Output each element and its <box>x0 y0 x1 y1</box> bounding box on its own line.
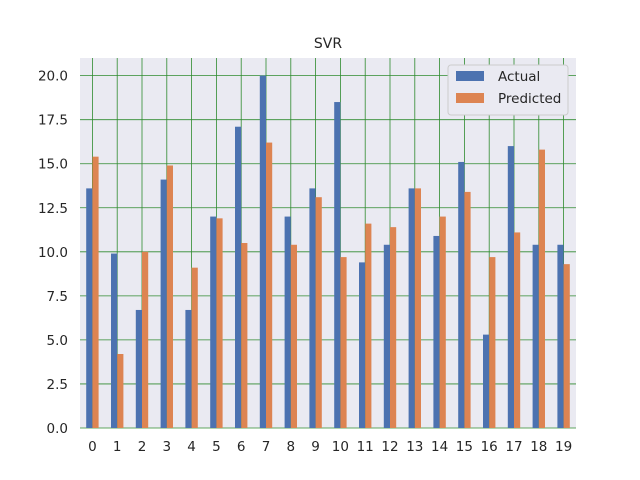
legend-swatch-actual <box>456 71 484 81</box>
bar-actual-12 <box>383 244 390 428</box>
bar-actual-11 <box>359 262 366 428</box>
x-tick-label: 1 <box>113 439 122 455</box>
bar-predicted-7 <box>266 142 273 429</box>
bar-predicted-12 <box>390 227 397 428</box>
bar-actual-2 <box>135 309 142 428</box>
x-tick-label: 7 <box>262 439 271 455</box>
bar-actual-7 <box>259 75 266 428</box>
legend: Actual Predicted <box>447 64 569 116</box>
x-tick-label: 8 <box>287 439 296 455</box>
y-tick-label: 7.5 <box>47 289 68 305</box>
bar-predicted-19 <box>563 264 570 428</box>
bar-actual-3 <box>160 179 167 428</box>
bar-actual-10 <box>334 102 341 429</box>
bar-actual-4 <box>185 309 192 428</box>
bar-actual-15 <box>458 161 465 428</box>
y-tick-label: 17.5 <box>38 113 68 129</box>
chart-title: SVR <box>314 36 342 52</box>
x-tick-label: 10 <box>332 439 349 455</box>
legend-swatch-predicted <box>456 93 484 103</box>
bar-actual-8 <box>284 216 291 428</box>
legend-label-predicted: Predicted <box>498 91 561 107</box>
bar-predicted-4 <box>191 267 198 428</box>
x-tick-label: 13 <box>406 439 423 455</box>
bar-predicted-1 <box>117 354 124 428</box>
legend-label-actual: Actual <box>498 69 540 85</box>
bar-actual-1 <box>111 253 118 428</box>
bar-actual-0 <box>86 188 93 428</box>
x-tick-label: 6 <box>237 439 246 455</box>
bar-predicted-8 <box>290 244 297 428</box>
x-tick-label: 5 <box>212 439 221 455</box>
y-tick-label: 20.0 <box>38 69 68 85</box>
bar-actual-6 <box>235 126 242 428</box>
x-tick-label: 11 <box>357 439 374 455</box>
x-tick-label: 2 <box>138 439 147 455</box>
x-tick-label: 3 <box>163 439 172 455</box>
x-tick-label: 4 <box>187 439 196 455</box>
y-axis: 0.0 2.5 5.0 7.5 10.0 12.5 15.0 17.5 20.0 <box>38 69 68 437</box>
x-tick-label: 16 <box>481 439 498 455</box>
bar-actual-13 <box>408 188 415 428</box>
bar-predicted-18 <box>538 149 545 428</box>
bar-predicted-16 <box>489 257 496 428</box>
x-tick-label: 14 <box>431 439 448 455</box>
bar-predicted-14 <box>439 216 446 428</box>
bar-predicted-6 <box>241 243 248 428</box>
bar-actual-14 <box>433 235 440 428</box>
y-tick-label: 15.0 <box>38 157 68 173</box>
x-tick-label: 18 <box>530 439 547 455</box>
bars <box>86 75 570 429</box>
x-axis: 0 1 2 3 4 5 6 7 8 9 10 11 12 13 14 15 16 17 18 19 <box>88 439 572 455</box>
bar-predicted-10 <box>340 257 347 428</box>
bar-predicted-3 <box>166 165 173 428</box>
bar-predicted-17 <box>514 232 521 428</box>
x-tick-label: 19 <box>555 439 572 455</box>
x-tick-label: 0 <box>88 439 97 455</box>
bar-predicted-0 <box>92 156 99 428</box>
bar-actual-19 <box>557 244 564 428</box>
y-tick-label: 10.0 <box>38 245 68 261</box>
y-tick-label: 5.0 <box>47 333 68 349</box>
bar-predicted-15 <box>464 191 471 428</box>
bar-predicted-5 <box>216 218 223 428</box>
x-tick-label: 17 <box>505 439 522 455</box>
y-tick-label: 0.0 <box>47 421 68 437</box>
x-tick-label: 15 <box>456 439 473 455</box>
bar-predicted-11 <box>365 223 372 428</box>
y-tick-label: 12.5 <box>38 201 68 217</box>
x-tick-label: 12 <box>381 439 398 455</box>
bar-actual-16 <box>483 334 490 428</box>
bar-actual-17 <box>507 146 514 428</box>
bar-predicted-2 <box>142 251 149 428</box>
y-tick-label: 2.5 <box>47 377 68 393</box>
bar-predicted-9 <box>315 197 322 428</box>
bar-actual-18 <box>532 244 539 428</box>
x-tick-label: 9 <box>311 439 320 455</box>
bar-actual-5 <box>210 216 217 428</box>
bar-actual-9 <box>309 188 316 428</box>
bar-predicted-13 <box>414 188 421 428</box>
